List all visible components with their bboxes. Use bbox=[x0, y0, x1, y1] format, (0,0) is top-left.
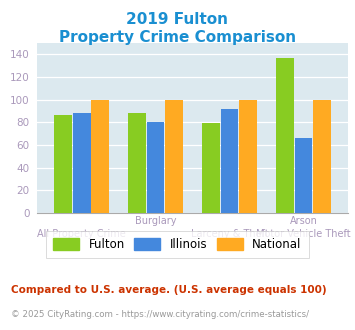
Text: Compared to U.S. average. (U.S. average equals 100): Compared to U.S. average. (U.S. average … bbox=[11, 285, 326, 295]
Legend: Fulton, Illinois, National: Fulton, Illinois, National bbox=[46, 231, 309, 258]
Bar bbox=[202, 123, 220, 213]
Bar bbox=[91, 100, 109, 213]
Text: 2019 Fulton: 2019 Fulton bbox=[126, 12, 229, 26]
Bar bbox=[73, 113, 91, 213]
Bar bbox=[221, 109, 239, 213]
Bar bbox=[128, 113, 146, 213]
Bar bbox=[276, 58, 294, 213]
Bar bbox=[295, 138, 312, 213]
Text: © 2025 CityRating.com - https://www.cityrating.com/crime-statistics/: © 2025 CityRating.com - https://www.city… bbox=[11, 310, 308, 319]
Bar bbox=[147, 122, 164, 213]
Text: Burglary: Burglary bbox=[135, 216, 176, 226]
Text: Arson: Arson bbox=[290, 216, 317, 226]
Text: Larceny & Theft: Larceny & Theft bbox=[191, 229, 268, 239]
Text: Motor Vehicle Theft: Motor Vehicle Theft bbox=[256, 229, 351, 239]
Text: All Property Crime: All Property Crime bbox=[37, 229, 126, 239]
Bar bbox=[165, 100, 183, 213]
Text: Property Crime Comparison: Property Crime Comparison bbox=[59, 30, 296, 45]
Bar bbox=[54, 115, 72, 213]
Bar bbox=[239, 100, 257, 213]
Bar bbox=[313, 100, 331, 213]
